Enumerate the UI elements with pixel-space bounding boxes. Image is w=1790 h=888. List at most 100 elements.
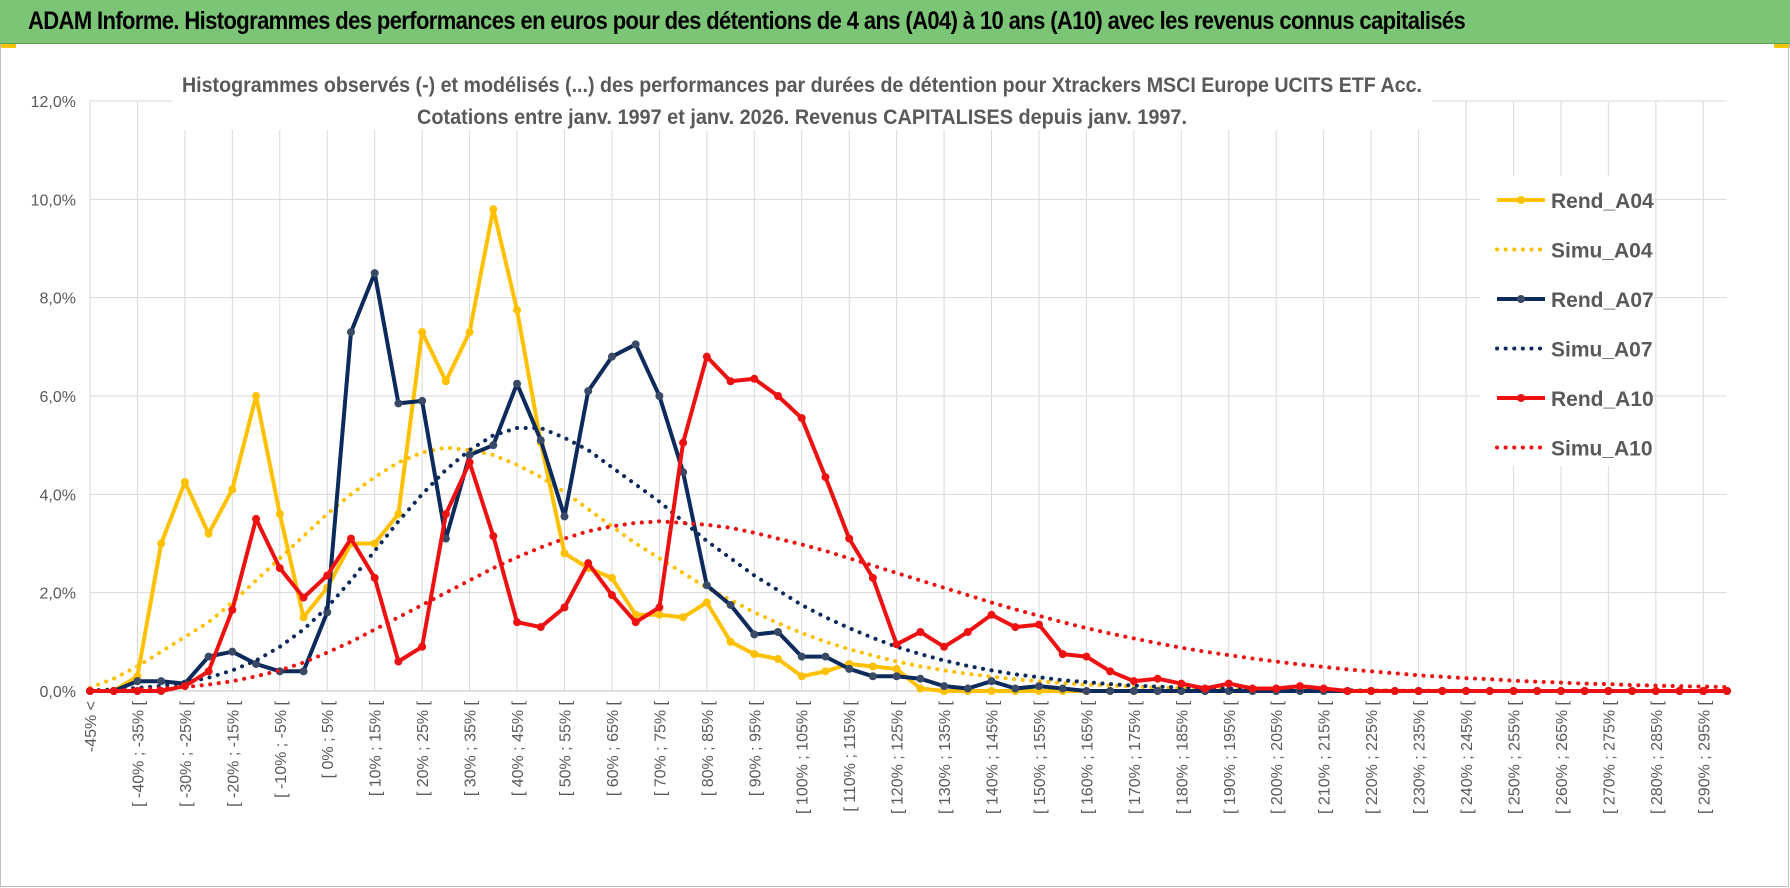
- point-Rend_A10: [940, 642, 949, 651]
- point-Rend_A10: [1224, 679, 1233, 688]
- y-axis-ticks: 0,0% 2,0% 4,0% 6,0% 8,0% 10,0% 12,0%: [31, 94, 76, 701]
- point-Rend_A07: [655, 392, 664, 400]
- point-Rend_A10: [1319, 684, 1328, 693]
- legend-item-Simu_A04: Simu_A04: [1495, 240, 1653, 263]
- legend-marker: [1517, 394, 1525, 402]
- x-tick-label: [ 150% ; 155% [: [1032, 700, 1049, 814]
- x-tick-label: [ 20% ; 25% [: [415, 700, 432, 796]
- point-Rend_A04: [631, 610, 640, 619]
- x-tick-label: [ 80% ; 85% [: [700, 700, 717, 796]
- chart-frame: [0, 44, 1789, 887]
- point-Rend_A10: [1367, 687, 1376, 695]
- point-Rend_A10: [845, 534, 854, 543]
- point-Rend_A10: [1153, 674, 1162, 683]
- point-Rend_A07: [916, 674, 925, 683]
- point-Rend_A04: [180, 478, 189, 487]
- x-tick-label: [ 90% ; 95% [: [747, 700, 764, 796]
- point-Rend_A07: [489, 441, 498, 450]
- point-Rend_A07: [228, 647, 237, 656]
- point-Rend_A10: [1034, 620, 1043, 629]
- corner-accent-right: [1774, 44, 1790, 48]
- point-Rend_A07: [750, 630, 759, 639]
- point-Rend_A04: [916, 684, 925, 693]
- x-tick-label: [ 190% ; 195% [: [1222, 700, 1239, 814]
- x-tick-label: [ 180% ; 185% [: [1174, 700, 1191, 814]
- point-Rend_A04: [370, 539, 379, 548]
- point-Rend_A07: [1106, 687, 1115, 695]
- x-tick-label: [ 290% ; 295% [: [1696, 700, 1713, 814]
- point-Rend_A10: [1201, 684, 1210, 693]
- point-Rend_A10: [1082, 652, 1091, 661]
- legend-marker: [1517, 295, 1525, 303]
- point-Rend_A07: [252, 659, 261, 668]
- x-tick-label: [ 170% ; 175% [: [1127, 700, 1144, 814]
- point-Rend_A10: [275, 564, 284, 573]
- point-Rend_A10: [465, 458, 474, 467]
- point-Rend_A10: [346, 534, 355, 543]
- point-Rend_A10: [1414, 687, 1423, 695]
- point-Rend_A04: [821, 667, 830, 676]
- point-Rend_A10: [394, 657, 403, 666]
- x-axis-ticks: -45% < [ -40% ; -35% [[ -30% ; -25% [[ -2…: [83, 700, 1713, 814]
- point-Rend_A10: [1248, 684, 1257, 693]
- point-Rend_A10: [1129, 677, 1138, 686]
- point-Rend_A07: [394, 399, 403, 408]
- x-tick-label: [ 0% ; 5% [: [320, 700, 337, 778]
- point-Rend_A10: [441, 510, 450, 518]
- point-Rend_A04: [655, 610, 664, 619]
- point-Rend_A10: [679, 438, 688, 447]
- point-Rend_A07: [726, 600, 735, 609]
- banner-title: ADAM Informe. Histogrammes des performan…: [28, 7, 1466, 35]
- point-Rend_A10: [1699, 687, 1708, 695]
- point-Rend_A07: [1082, 687, 1091, 695]
- point-Rend_A07: [868, 672, 877, 681]
- point-Rend_A04: [892, 664, 901, 673]
- point-Rend_A07: [536, 436, 545, 445]
- x-tick-label: [ 270% ; 275% [: [1601, 700, 1618, 814]
- point-Rend_A07: [631, 340, 640, 349]
- point-Rend_A07: [702, 581, 711, 590]
- legend-label: Simu_A10: [1551, 438, 1653, 461]
- legend-label: Rend_A10: [1551, 388, 1654, 411]
- point-Rend_A04: [726, 637, 735, 646]
- x-tick-label: [ 110% ; 115% [: [842, 700, 859, 811]
- y-tick-label: 6,0%: [40, 389, 76, 406]
- point-Rend_A10: [1106, 667, 1115, 676]
- point-Rend_A10: [1295, 682, 1304, 691]
- x-tick-label: [ 130% ; 135% [: [937, 700, 954, 814]
- point-Rend_A10: [1651, 687, 1660, 695]
- y-tick-label: 2,0%: [40, 586, 76, 603]
- chart-title: Histogrammes observés (-) et modélisés (…: [182, 74, 1422, 97]
- point-Rend_A10: [987, 610, 996, 619]
- point-Rend_A10: [1556, 687, 1565, 695]
- point-Rend_A07: [774, 628, 783, 636]
- x-tick-label: [ 50% ; 55% [: [557, 700, 574, 796]
- point-Rend_A10: [1438, 687, 1447, 695]
- point-Rend_A07: [1058, 684, 1067, 693]
- point-Rend_A07: [845, 664, 854, 673]
- point-Rend_A07: [560, 512, 569, 521]
- point-Rend_A10: [1628, 687, 1637, 695]
- point-Rend_A04: [489, 205, 498, 214]
- series-Simu_A10: [88, 519, 1729, 693]
- point-Rend_A04: [157, 539, 166, 548]
- x-tick-label: [ 60% ; 65% [: [605, 700, 622, 796]
- point-Rend_A10: [1343, 687, 1352, 695]
- point-Rend_A10: [489, 532, 498, 541]
- x-tick-label: [ 160% ; 165% [: [1079, 700, 1096, 814]
- point-Rend_A07: [963, 684, 972, 693]
- legend-item-Rend_A07: Rend_A07: [1497, 289, 1654, 312]
- point-Rend_A10: [963, 628, 972, 636]
- point-Rend_A07: [940, 682, 949, 691]
- point-Rend_A04: [465, 328, 474, 337]
- point-Rend_A10: [1011, 623, 1020, 632]
- legend-item-Rend_A04: Rend_A04: [1497, 190, 1654, 213]
- corner-accent-left: [0, 44, 16, 48]
- point-Rend_A10: [868, 573, 877, 582]
- x-tick-label: [ 250% ; 255% [: [1506, 700, 1523, 814]
- point-Rend_A07: [797, 652, 806, 661]
- point-Rend_A07: [133, 677, 142, 686]
- x-tick-label: [ 220% ; 225% [: [1364, 700, 1381, 814]
- x-tick-label: [ -20% ; -15% [: [225, 700, 242, 806]
